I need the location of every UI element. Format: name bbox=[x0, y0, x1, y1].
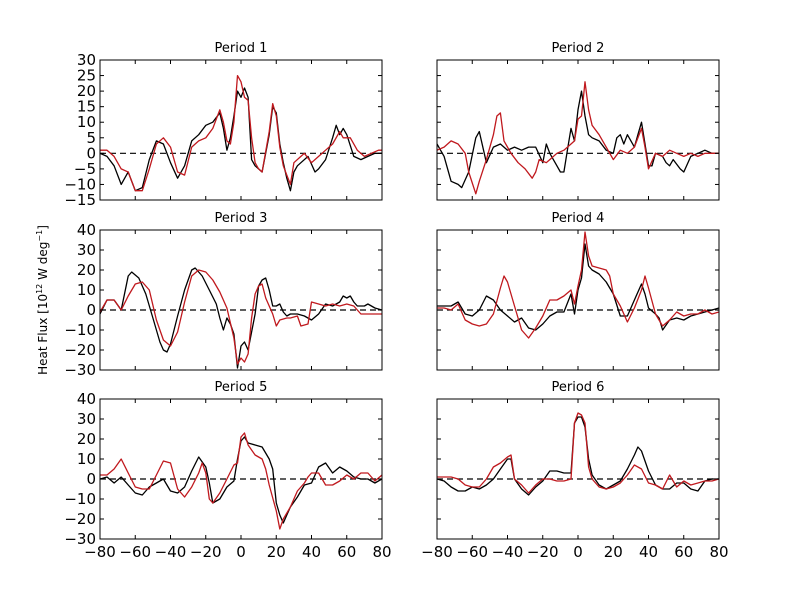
y-tick-label: 0 bbox=[86, 470, 96, 488]
y-tick-label: −10 bbox=[64, 490, 96, 508]
panel-title: Period 3 bbox=[215, 211, 268, 226]
series-line-black bbox=[437, 243, 719, 331]
x-tick-label: 40 bbox=[639, 543, 658, 561]
y-tick-label: 20 bbox=[77, 261, 96, 279]
y-tick-label: 20 bbox=[77, 82, 96, 100]
ylabel-close: ] bbox=[36, 225, 50, 230]
ylabel-exponent: 12 bbox=[35, 284, 44, 294]
series-line-red bbox=[437, 231, 719, 339]
y-tick-label: 0 bbox=[86, 301, 96, 319]
x-tick-label: −60 bbox=[119, 543, 151, 561]
y-tick-label: −20 bbox=[64, 341, 96, 359]
y-tick-label: 40 bbox=[77, 221, 96, 239]
y-tick-label: 15 bbox=[77, 98, 96, 116]
series-line-black bbox=[437, 416, 719, 496]
series-line-red bbox=[437, 81, 719, 195]
x-tick-label: −60 bbox=[456, 543, 488, 561]
series-line-red bbox=[100, 74, 382, 192]
y-tick-label: 10 bbox=[77, 450, 96, 468]
panel-title: Period 5 bbox=[215, 380, 268, 395]
y-tick-label: −5 bbox=[74, 160, 96, 178]
x-tick-label: 80 bbox=[372, 543, 391, 561]
y-tick-label: −10 bbox=[64, 321, 96, 339]
series-line-black bbox=[437, 90, 719, 189]
panel-title: Period 1 bbox=[215, 41, 268, 56]
x-tick-label: −20 bbox=[527, 543, 559, 561]
x-tick-label: 80 bbox=[709, 543, 728, 561]
panel-3: Period 3 −30 −20 −10 0 10 20 30 40 bbox=[64, 211, 383, 379]
series-line-red bbox=[100, 432, 382, 530]
y-tick-label: −10 bbox=[64, 175, 96, 193]
x-tick-label: 0 bbox=[236, 543, 246, 561]
panel-4: Period 4 bbox=[436, 211, 720, 371]
x-tick-label: 60 bbox=[674, 543, 693, 561]
y-tick-label: 10 bbox=[77, 281, 96, 299]
x-tick-label: 20 bbox=[267, 543, 286, 561]
panel-title: Period 4 bbox=[552, 211, 605, 226]
ylabel-main: Heat Flux [10 bbox=[36, 294, 50, 375]
y-tick-label: 10 bbox=[77, 113, 96, 131]
series-line-black bbox=[100, 267, 382, 369]
series-line-red bbox=[100, 269, 382, 365]
x-tick-label: 60 bbox=[337, 543, 356, 561]
y-tick-label: 30 bbox=[77, 51, 96, 69]
ylabel-unit-exponent: −1 bbox=[35, 230, 44, 242]
plot-frame bbox=[99, 398, 383, 540]
ylabel-unit: W deg bbox=[36, 242, 50, 284]
x-tick-label: 20 bbox=[604, 543, 623, 561]
series-line-black bbox=[100, 436, 382, 524]
y-tick-label: 30 bbox=[77, 241, 96, 259]
y-tick-label: 30 bbox=[77, 410, 96, 428]
x-tick-label: −20 bbox=[190, 543, 222, 561]
y-tick-label: 0 bbox=[86, 144, 96, 162]
y-tick-label: 25 bbox=[77, 67, 96, 85]
y-tick-label: −15 bbox=[64, 191, 96, 209]
plot-frame bbox=[436, 59, 720, 201]
panel-6: Period 6 −80 −60 −40 −20 0 20 40 60 80 bbox=[421, 380, 728, 561]
x-tick-label: −80 bbox=[421, 543, 453, 561]
panel-title: Period 6 bbox=[552, 380, 605, 395]
x-tick-label: 40 bbox=[302, 543, 321, 561]
x-tick-label: −40 bbox=[492, 543, 524, 561]
series-line-red bbox=[437, 412, 719, 494]
y-tick-label: −30 bbox=[64, 361, 96, 379]
y-tick-label: 20 bbox=[77, 430, 96, 448]
y-axis-label: Heat Flux [1012 W deg−1] bbox=[35, 225, 50, 375]
y-tick-label: 5 bbox=[86, 129, 96, 147]
plot-frame bbox=[436, 229, 720, 371]
x-tick-label: −40 bbox=[155, 543, 187, 561]
panel-5: Period 5−80 −60 −40 −20 0 20 40 60 80−30−20−1001… bbox=[64, 380, 391, 561]
panel-title: Period 2 bbox=[552, 41, 605, 56]
y-tick-label: −30 bbox=[64, 530, 96, 548]
x-tick-label: −80 bbox=[84, 543, 116, 561]
series-line-black bbox=[100, 87, 382, 192]
panel-2: Period 2 bbox=[436, 41, 720, 201]
y-tick-label: 40 bbox=[77, 390, 96, 408]
y-tick-label: −20 bbox=[64, 510, 96, 528]
x-tick-label: 0 bbox=[573, 543, 583, 561]
plot-frame bbox=[436, 398, 720, 540]
